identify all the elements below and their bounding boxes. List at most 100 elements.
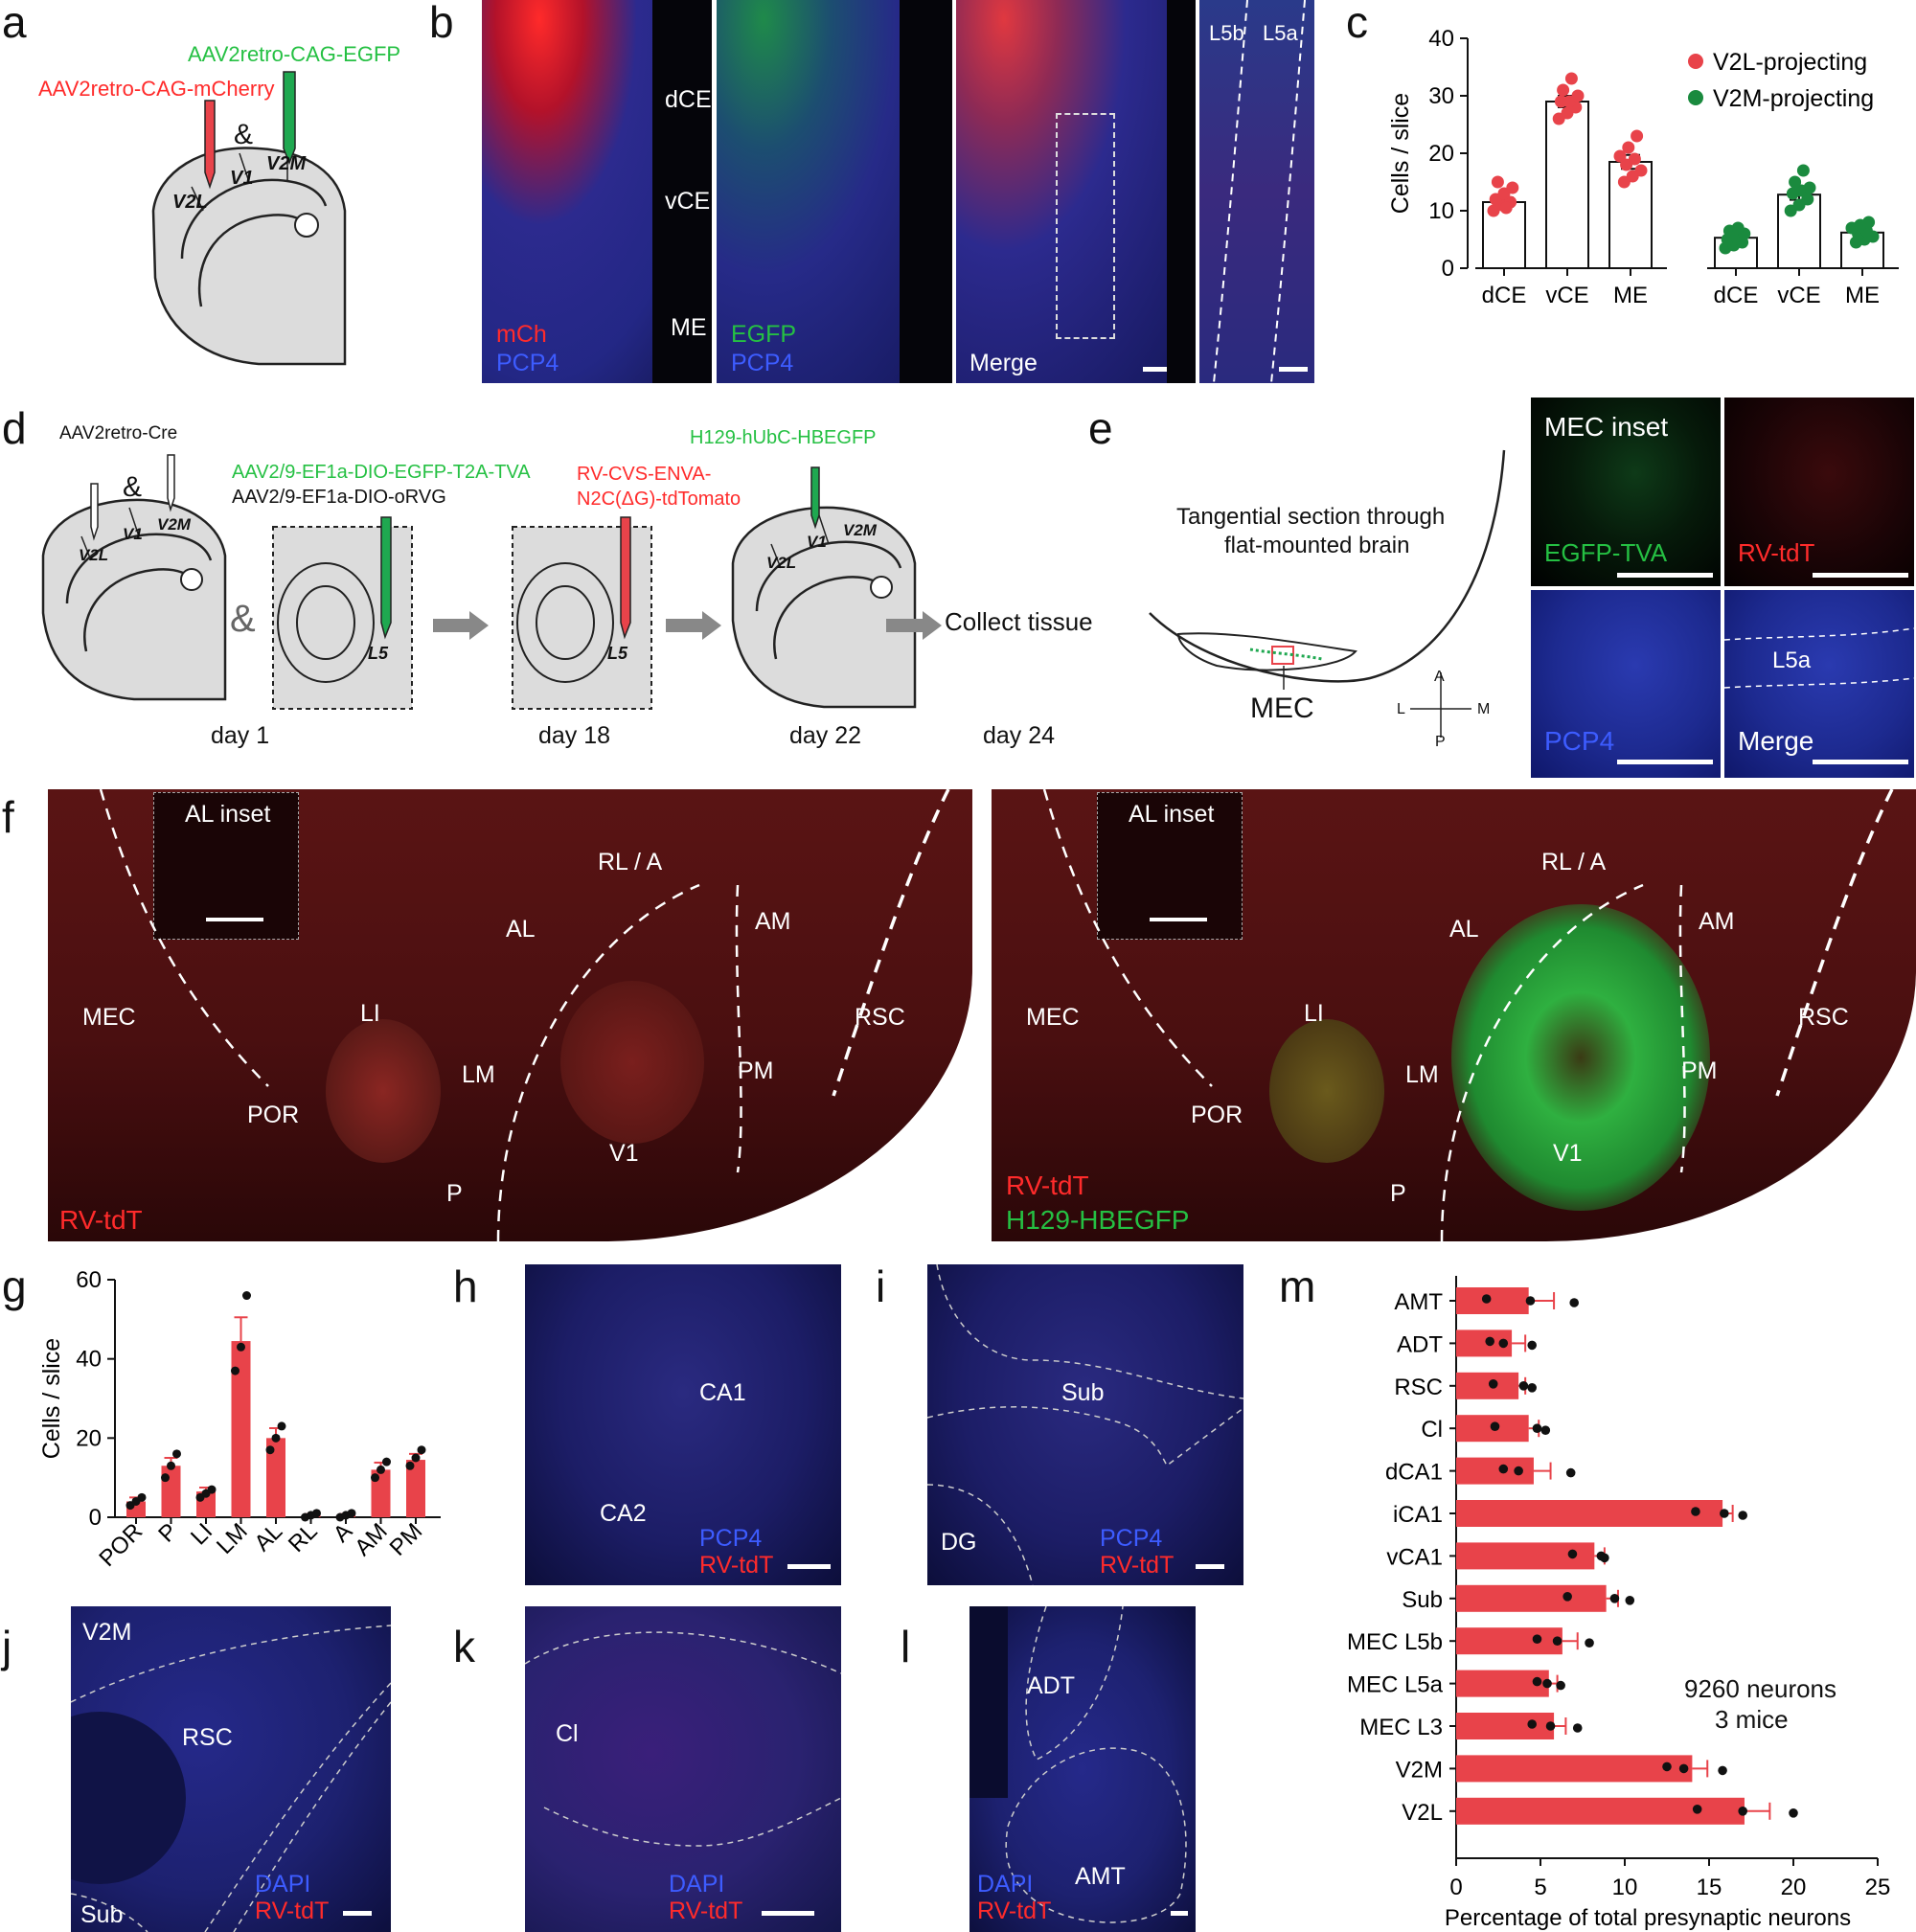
bar-m (1456, 1584, 1607, 1612)
channel-pcp4-2: PCP4 (731, 350, 794, 376)
point-g (207, 1485, 217, 1494)
scalebar-h (787, 1564, 831, 1569)
scalebar-f-right (1718, 1218, 1742, 1223)
point-m (1532, 1423, 1542, 1433)
y-tick-label-g: 0 (89, 1505, 102, 1531)
bar-g (231, 1341, 251, 1517)
point-g (172, 1449, 181, 1459)
brain-schematic-d3 (512, 516, 652, 710)
chart-m: 0 5 10 15 20 25 Percentage of total presynapti… (1347, 1276, 1891, 1931)
micrograph-mec-pcp4 (1531, 590, 1721, 778)
point-g (417, 1445, 426, 1455)
day-18: day 18 (538, 722, 611, 749)
region-amt: AMT (1075, 1863, 1126, 1890)
arrow-d2 (666, 611, 721, 640)
day-24: day 24 (983, 722, 1056, 749)
x-tick-label-g: POR (94, 1518, 148, 1572)
panel-label-l: l (901, 1622, 911, 1671)
point-m (1720, 1509, 1729, 1518)
channel-rv-tdt-e: RV-tdT (1738, 538, 1815, 567)
axis-l-f-right: L (1796, 1184, 1805, 1200)
point-c (1862, 216, 1876, 229)
x-tick-label-m: 5 (1534, 1875, 1546, 1900)
area-pm-right: PM (1681, 1057, 1718, 1084)
rv-virus-1: RV-CVS-ENVA- (577, 464, 712, 485)
scalebar-b-merge (1143, 367, 1167, 372)
point-g (277, 1421, 286, 1431)
zone-dce: dCE (665, 86, 712, 113)
panel-label-k: k (453, 1622, 475, 1671)
point-g (161, 1473, 170, 1483)
channel-dapi-k: DAPI (669, 1871, 725, 1898)
y-tick-label-m: MEC L3 (1359, 1715, 1443, 1740)
mec-label-e: MEC (1250, 693, 1314, 724)
l5-label-d2: L5 (368, 644, 389, 663)
x-tick-label-m: 25 (1865, 1875, 1891, 1900)
arrow-d1 (433, 611, 489, 640)
area-am-left: AM (755, 908, 791, 935)
note-mice: 3 mice (1715, 1705, 1789, 1734)
area-lm-left: LM (462, 1061, 495, 1088)
point-c (1506, 181, 1519, 194)
point-m (1485, 1336, 1494, 1347)
y-axis-title-g: Cells / slice (38, 1338, 65, 1459)
brain-schematic-d4 (731, 466, 917, 709)
channel-rv-tdt-i: RV-tdT (1100, 1552, 1175, 1579)
point-m (1585, 1638, 1594, 1648)
section-title-2: flat-mounted brain (1224, 533, 1410, 558)
point-c (1803, 181, 1816, 194)
axis-l-f-left: L (853, 1184, 861, 1200)
point-m (1789, 1808, 1798, 1818)
region-v2m-j: V2M (82, 1619, 132, 1646)
point-m (1518, 1381, 1529, 1391)
scalebar-f-left (774, 1218, 798, 1223)
point-m (1738, 1511, 1747, 1520)
y-tick-label-m: vCA1 (1386, 1544, 1443, 1570)
brain-schematic-d2 (272, 516, 413, 710)
point-m (1738, 1807, 1747, 1816)
axis-a-f-right: A (1835, 1146, 1845, 1162)
region-rsc-j: RSC (182, 1724, 233, 1751)
scalebar-e4 (1813, 760, 1908, 764)
area-v2m-a: V2M (266, 153, 307, 174)
y-tick-label-m: RSC (1394, 1375, 1443, 1400)
x-tick-label-g: AM (350, 1518, 393, 1561)
channel-rv-tdt-l: RV-tdT (977, 1898, 1052, 1924)
micrograph-mch (482, 0, 712, 383)
y-tick-label-m: dCA1 (1385, 1460, 1443, 1486)
panel-label-g: g (2, 1261, 27, 1311)
panel-label-b: b (429, 0, 454, 47)
bar-m (1456, 1755, 1693, 1783)
bar-m (1456, 1372, 1519, 1399)
area-rla-left: RL / A (598, 849, 663, 875)
point-m (1556, 1680, 1565, 1691)
layer-l5a-e: L5a (1772, 648, 1812, 673)
micrograph-i (927, 1264, 1243, 1585)
x-tick-label-m: 20 (1781, 1875, 1807, 1900)
axis-a-e: A (1434, 669, 1445, 685)
point-m (1527, 1383, 1537, 1393)
legend-label-c: V2M-projecting (1713, 85, 1874, 112)
helper-virus-1: AAV2/9-EF1a-DIO-EGFP-T2A-TVA (232, 462, 531, 483)
point-m (1540, 1425, 1551, 1435)
point-m (1481, 1294, 1492, 1304)
point-c (1557, 83, 1570, 97)
point-c (1631, 129, 1644, 143)
zone-vce: vCE (665, 188, 711, 215)
axis-m-e: M (1477, 701, 1491, 717)
panel-label-e: e (1088, 403, 1113, 453)
point-g (312, 1509, 321, 1518)
legend-marker-c (1688, 90, 1703, 105)
point-g (265, 1445, 275, 1455)
y-tick-label-c: 20 (1428, 141, 1454, 167)
rv-virus-2: N2C(ΔG)-tdTomato (577, 489, 741, 510)
micrograph-j (71, 1606, 391, 1932)
point-m (1525, 1296, 1536, 1306)
y-tick-label-m: iCA1 (1393, 1502, 1443, 1528)
area-lm-right: LM (1405, 1061, 1439, 1088)
area-v1-d1: V1 (123, 525, 143, 543)
legend-marker-c (1688, 54, 1703, 69)
point-m (1569, 1298, 1579, 1307)
channel-pcp4-h: PCP4 (699, 1525, 763, 1552)
region-adt: ADT (1027, 1672, 1075, 1699)
